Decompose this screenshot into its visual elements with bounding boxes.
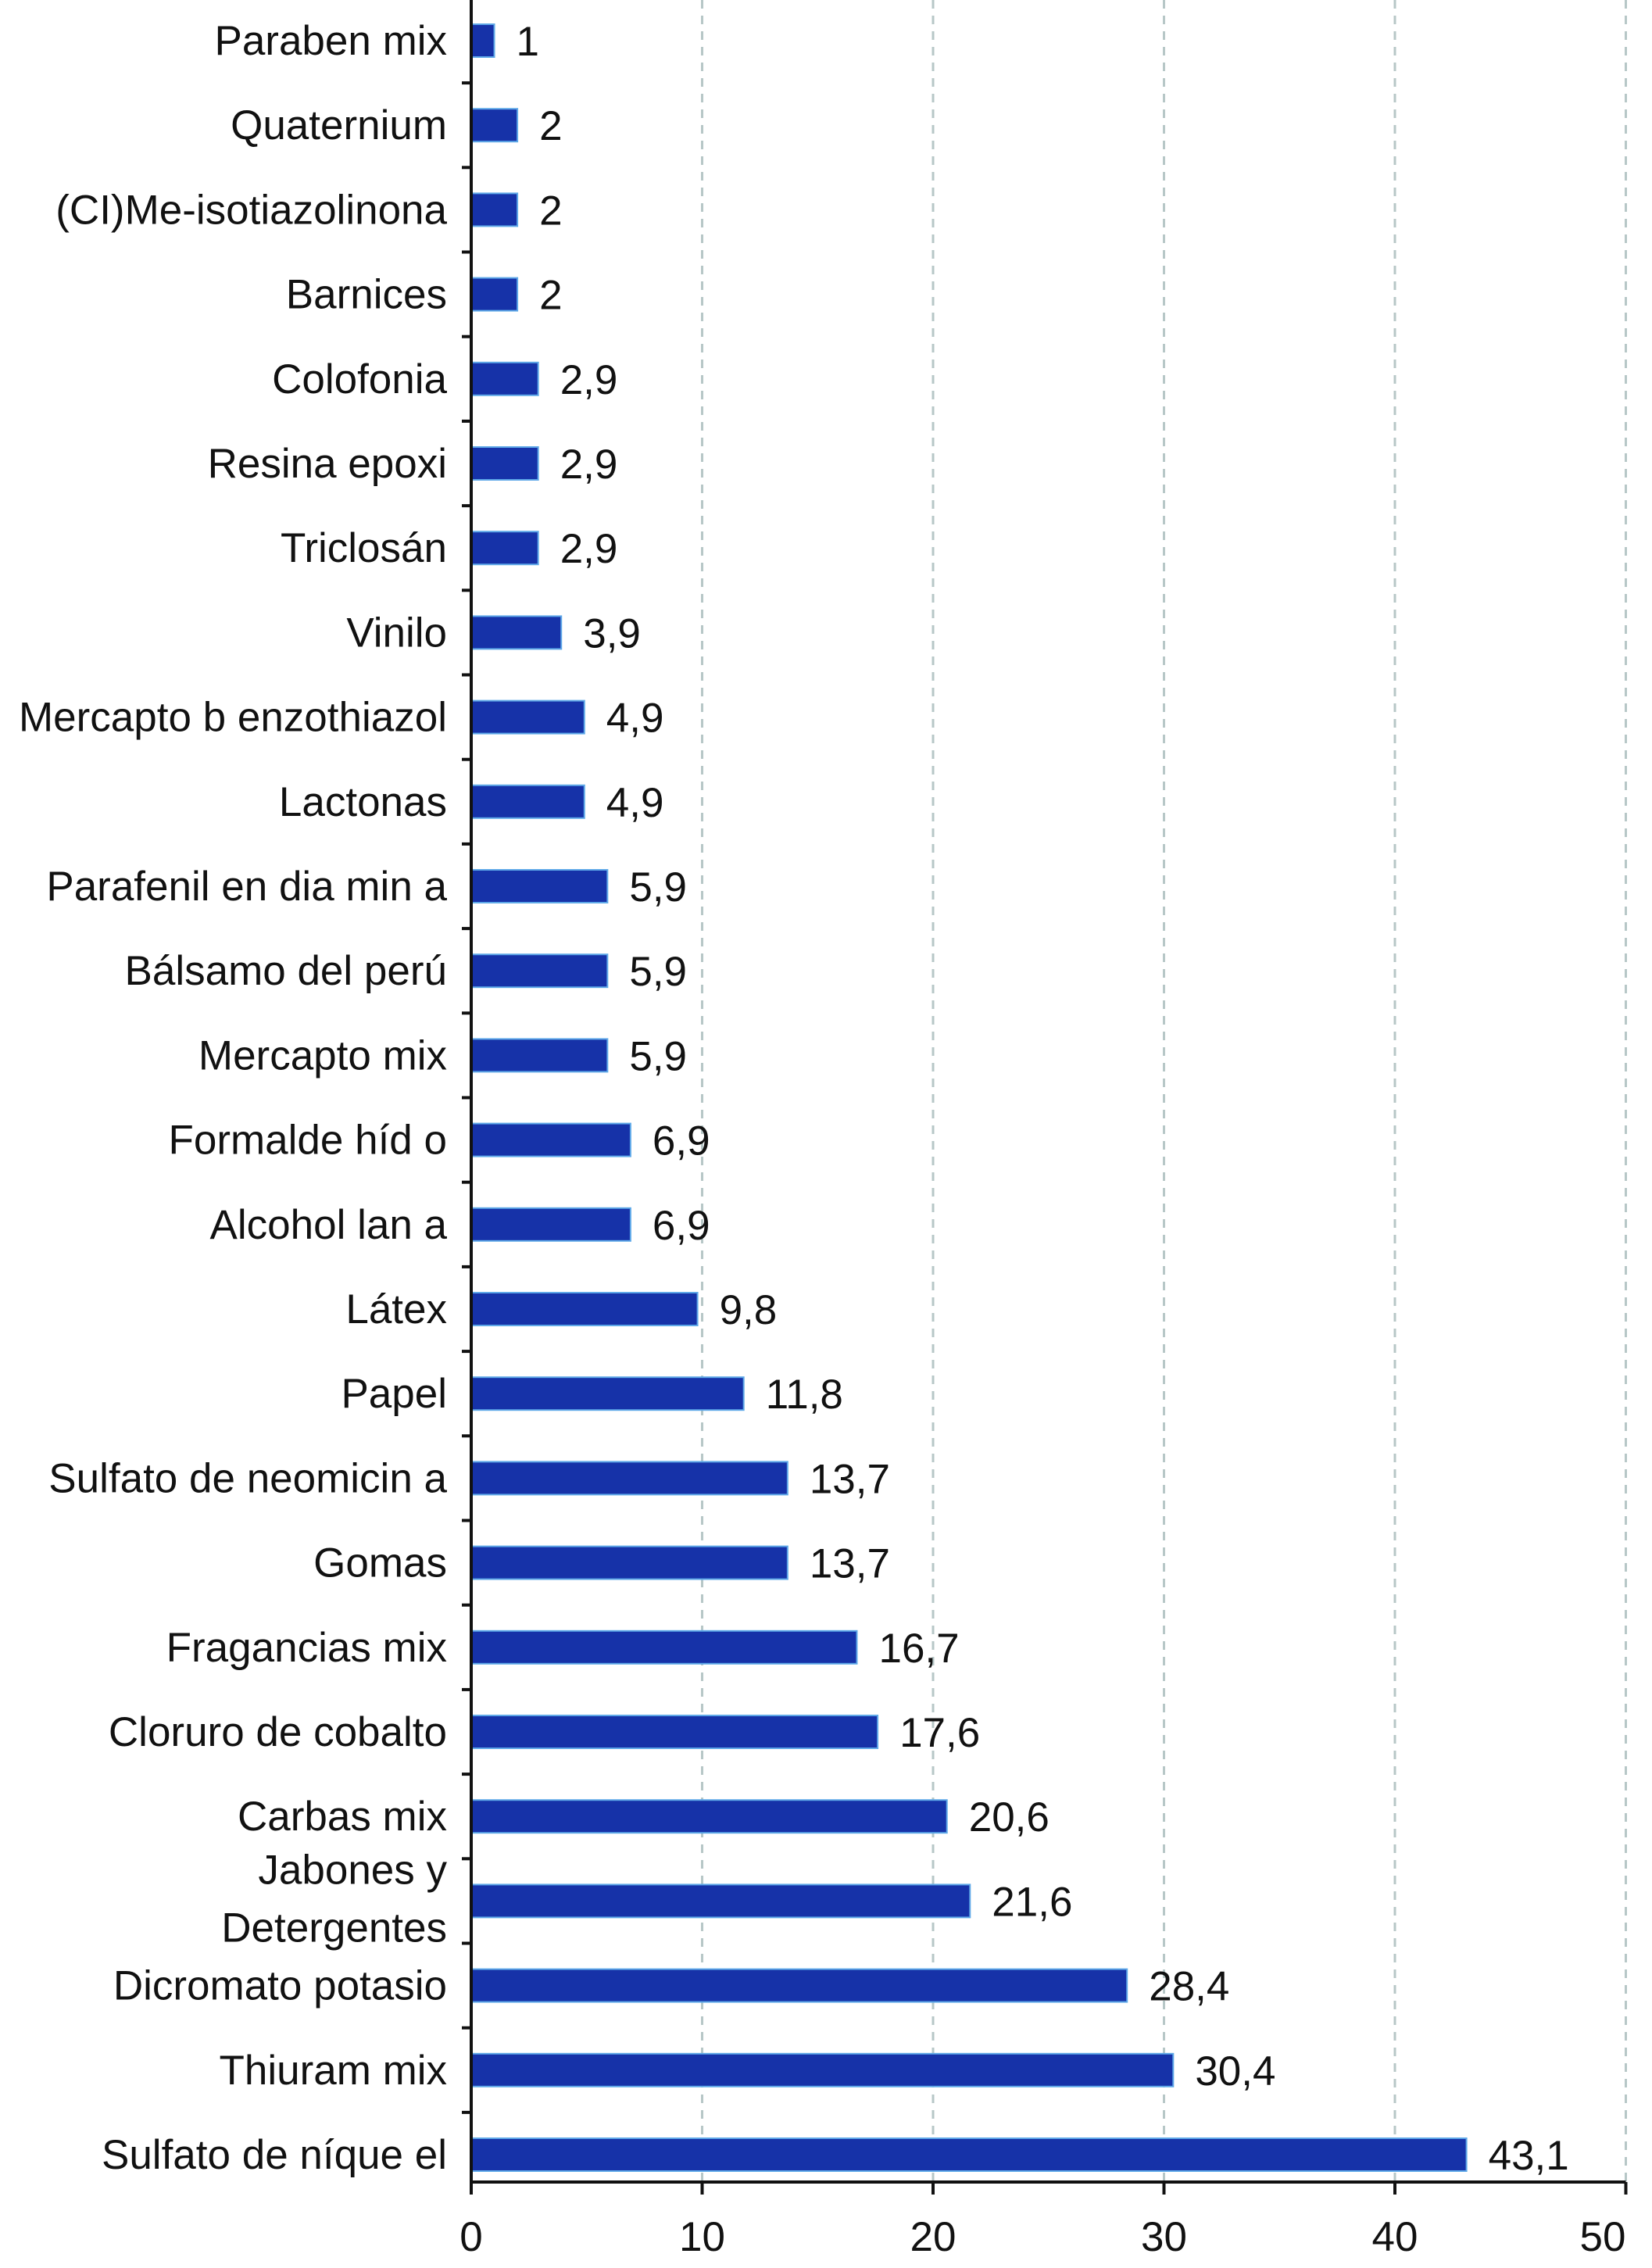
value-label: 9,8 <box>720 1287 778 1333</box>
category-label: Jabones y <box>258 1847 447 1893</box>
category-label: Dicromato potasio <box>113 1963 447 2009</box>
value-label: 2 <box>539 188 562 234</box>
category-label: Formalde híd o <box>169 1118 447 1164</box>
x-tick-label: 30 <box>1141 2214 1187 2260</box>
category-label: Parafenil en dia min a <box>46 864 447 910</box>
bar-15 <box>470 1207 631 1242</box>
x-tick-label: 10 <box>679 2214 725 2260</box>
bar-5 <box>470 361 539 396</box>
bar-25 <box>470 2052 1175 2087</box>
category-label: Resina epoxi <box>208 441 447 487</box>
value-label: 5,9 <box>629 864 687 910</box>
value-label: 13,7 <box>810 1456 890 1502</box>
value-label: 2 <box>539 103 562 149</box>
category-label: Quaternium <box>231 102 447 148</box>
bars <box>470 23 1468 2172</box>
x-tick-label: 50 <box>1580 2214 1626 2260</box>
grid-lines <box>701 0 1627 2182</box>
x-tick-label: 20 <box>910 2214 957 2260</box>
category-label: (CI)Me-isotiazolinona <box>55 187 447 233</box>
value-label: 3,9 <box>583 610 641 656</box>
bar-26 <box>470 2137 1468 2172</box>
value-label: 4,9 <box>606 780 664 826</box>
category-label: Sulfato de níque el <box>102 2132 447 2178</box>
category-label: Papel <box>341 1371 447 1417</box>
bar-4 <box>470 277 519 312</box>
bar-22 <box>470 1799 948 1834</box>
bar-13 <box>470 1038 609 1073</box>
category-label: Carbas mix <box>238 1794 447 1840</box>
value-label: 2,9 <box>560 442 618 488</box>
value-label: 4,9 <box>606 696 664 742</box>
category-label: Barnices <box>286 272 447 318</box>
value-label: 2 <box>539 273 562 319</box>
category-label: Vinilo <box>346 610 447 656</box>
value-label: 16,7 <box>878 1626 959 1672</box>
value-label: 21,6 <box>992 1879 1072 1925</box>
x-tick-label: 0 <box>459 2214 482 2260</box>
category-label: Paraben mix <box>214 18 447 64</box>
category-label: Mercapto b enzothiazol <box>19 695 447 741</box>
category-label: Triclosán <box>281 525 447 571</box>
value-label: 28,4 <box>1149 1964 1229 2010</box>
category-label: Lactonas <box>279 779 447 825</box>
category-label: Bálsamo del perú <box>125 948 447 994</box>
value-label: 30,4 <box>1195 2048 1275 2095</box>
bar-16 <box>470 1292 699 1326</box>
bar-10 <box>470 784 585 819</box>
value-label: 2,9 <box>560 357 618 403</box>
category-label: Cloruro de cobalto <box>109 1709 447 1755</box>
category-label: Fragancias mix <box>166 1625 447 1671</box>
value-label: 5,9 <box>629 949 687 995</box>
value-label: 5,9 <box>629 1033 687 1079</box>
bar-8 <box>470 615 563 650</box>
axes: 0 10 20 30 40 50 <box>459 0 1628 2260</box>
x-tick-label: 40 <box>1372 2214 1418 2260</box>
category-label-line2: Detergentes <box>221 1905 447 1951</box>
labels: 1 Paraben mix 2 Quaternium 2 (CI)Me-isotiazol… <box>19 18 1569 2179</box>
category-label: Alcohol lan a <box>210 1202 448 1248</box>
bar-12 <box>470 953 609 989</box>
value-label: 13,7 <box>810 1541 890 1587</box>
bar-7 <box>470 531 539 566</box>
value-label: 2,9 <box>560 526 618 572</box>
bar-3 <box>470 192 519 227</box>
value-label: 43,1 <box>1489 2133 1569 2179</box>
bar-14 <box>470 1122 631 1157</box>
category-label: Gomas <box>313 1540 447 1587</box>
value-label: 11,8 <box>766 1372 843 1418</box>
category-label: Sulfato de neomicin a <box>48 1455 447 1501</box>
category-label: Thiuram mix <box>219 2048 447 2094</box>
bar-6 <box>470 446 539 481</box>
bar-19 <box>470 1545 788 1580</box>
bar-24 <box>470 1968 1128 2003</box>
bar-23 <box>470 1883 971 1919</box>
bar-11 <box>470 869 609 903</box>
bar-9 <box>470 699 585 735</box>
bar-2 <box>470 108 519 143</box>
bar-21 <box>470 1715 879 1749</box>
bar-20 <box>470 1629 858 1665</box>
bar-1 <box>470 23 495 58</box>
category-label: Mercapto mix <box>198 1032 447 1079</box>
value-label: 6,9 <box>653 1203 710 1249</box>
value-label: 6,9 <box>653 1118 710 1164</box>
bar-18 <box>470 1461 788 1496</box>
category-label: Colofonia <box>272 356 447 402</box>
category-label: Látex <box>345 1286 447 1333</box>
bar-17 <box>470 1376 745 1411</box>
value-label: 17,6 <box>899 1710 980 1756</box>
value-label: 1 <box>517 19 539 65</box>
value-label: 20,6 <box>969 1794 1049 1841</box>
